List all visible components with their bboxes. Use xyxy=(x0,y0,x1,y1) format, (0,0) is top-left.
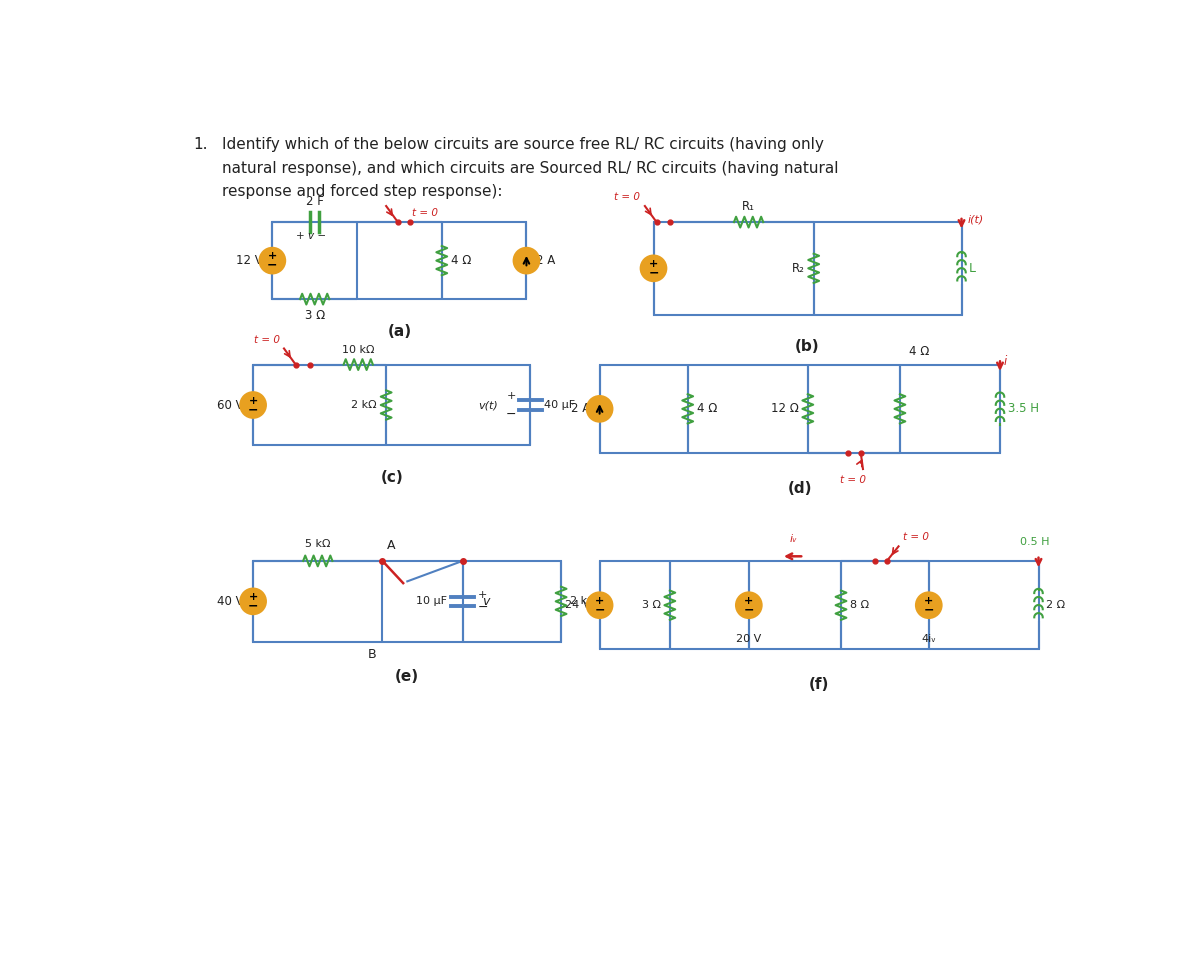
Text: v: v xyxy=(640,261,647,275)
Text: 5 kΩ: 5 kΩ xyxy=(305,539,330,549)
Text: B: B xyxy=(367,648,377,661)
Text: (a): (a) xyxy=(388,324,412,339)
Text: natural response), and which circuits are Sourced RL/ RC circuits (having natura: natural response), and which circuits ar… xyxy=(222,160,839,176)
Text: R₂: R₂ xyxy=(792,261,804,275)
Text: (c): (c) xyxy=(380,470,403,485)
Circle shape xyxy=(586,591,613,619)
Text: R₁: R₁ xyxy=(742,200,755,213)
Circle shape xyxy=(258,247,287,274)
Text: t = 0: t = 0 xyxy=(254,334,281,344)
Text: 2 Ω: 2 Ω xyxy=(1046,600,1066,610)
Bar xyxy=(600,561,1038,649)
Text: iᵥ: iᵥ xyxy=(790,534,797,544)
Bar xyxy=(253,364,530,445)
Text: +: + xyxy=(744,596,754,606)
Text: −: − xyxy=(744,604,754,616)
Text: 4iᵥ: 4iᵥ xyxy=(922,635,936,644)
Text: 24 V: 24 V xyxy=(565,600,590,610)
Text: 3.5 H: 3.5 H xyxy=(1008,402,1039,415)
Text: t = 0: t = 0 xyxy=(840,474,866,485)
Text: +: + xyxy=(595,596,605,606)
Text: 60 V: 60 V xyxy=(217,399,244,411)
Text: 4 Ω: 4 Ω xyxy=(910,345,930,359)
Text: −: − xyxy=(506,407,516,421)
Bar xyxy=(600,364,1000,453)
Text: 40 μF: 40 μF xyxy=(544,400,575,410)
Text: −: − xyxy=(924,604,934,616)
Text: 0.5 H: 0.5 H xyxy=(1020,538,1050,547)
Text: 2 kΩ: 2 kΩ xyxy=(570,597,596,607)
Text: 1.: 1. xyxy=(193,137,208,153)
Text: 2 kΩ: 2 kΩ xyxy=(352,400,377,410)
Circle shape xyxy=(586,395,613,423)
Text: t = 0: t = 0 xyxy=(613,192,640,202)
Text: 3 Ω: 3 Ω xyxy=(642,600,660,610)
Bar xyxy=(654,223,961,315)
Text: +: + xyxy=(506,391,516,400)
Text: 2 F: 2 F xyxy=(306,195,324,208)
Text: −: − xyxy=(594,604,605,616)
Text: −: − xyxy=(248,600,258,612)
Text: 8 Ω: 8 Ω xyxy=(851,600,869,610)
Text: 12 Ω: 12 Ω xyxy=(770,402,798,415)
Text: +: + xyxy=(649,260,658,269)
Circle shape xyxy=(914,591,943,619)
Text: + v −: + v − xyxy=(295,231,326,241)
Bar xyxy=(253,561,562,642)
Text: Identify which of the below circuits are source free RL/ RC circuits (having onl: Identify which of the below circuits are… xyxy=(222,137,824,153)
Text: v(t): v(t) xyxy=(479,400,498,410)
Text: t = 0: t = 0 xyxy=(904,533,929,542)
Text: A: A xyxy=(388,538,396,552)
Text: 4 Ω: 4 Ω xyxy=(451,254,472,267)
Text: −: − xyxy=(268,259,277,272)
Text: (d): (d) xyxy=(787,481,812,496)
Text: +: + xyxy=(268,252,277,261)
Circle shape xyxy=(640,255,667,282)
Text: (f): (f) xyxy=(809,677,829,692)
Text: +: + xyxy=(248,592,258,602)
Text: 20 V: 20 V xyxy=(737,635,762,644)
Text: response and forced step response):: response and forced step response): xyxy=(222,184,503,198)
Circle shape xyxy=(239,587,266,615)
Text: 3 Ω: 3 Ω xyxy=(305,309,325,322)
Text: 4 Ω: 4 Ω xyxy=(697,402,718,415)
Circle shape xyxy=(239,391,266,419)
Text: L: L xyxy=(970,261,977,275)
Text: i: i xyxy=(1004,355,1007,368)
Text: i(t): i(t) xyxy=(967,214,984,225)
Text: 10 kΩ: 10 kΩ xyxy=(342,345,374,356)
Text: 2 A: 2 A xyxy=(535,254,554,267)
Text: 2 A: 2 A xyxy=(571,402,590,415)
Text: −: − xyxy=(648,266,659,280)
Text: −: − xyxy=(478,601,488,614)
Text: t = 0: t = 0 xyxy=(412,208,438,219)
Text: 12 V: 12 V xyxy=(236,254,263,267)
Text: 10 μF: 10 μF xyxy=(416,597,448,607)
Circle shape xyxy=(512,247,540,274)
Text: (e): (e) xyxy=(395,669,419,683)
Text: +: + xyxy=(248,396,258,405)
Text: v: v xyxy=(481,595,490,608)
Text: +: + xyxy=(478,590,487,600)
Text: −: − xyxy=(248,403,258,416)
Text: 40 V: 40 V xyxy=(217,595,244,608)
Circle shape xyxy=(734,591,763,619)
Text: +: + xyxy=(924,596,934,606)
Text: (b): (b) xyxy=(796,339,820,354)
Bar xyxy=(272,223,527,299)
